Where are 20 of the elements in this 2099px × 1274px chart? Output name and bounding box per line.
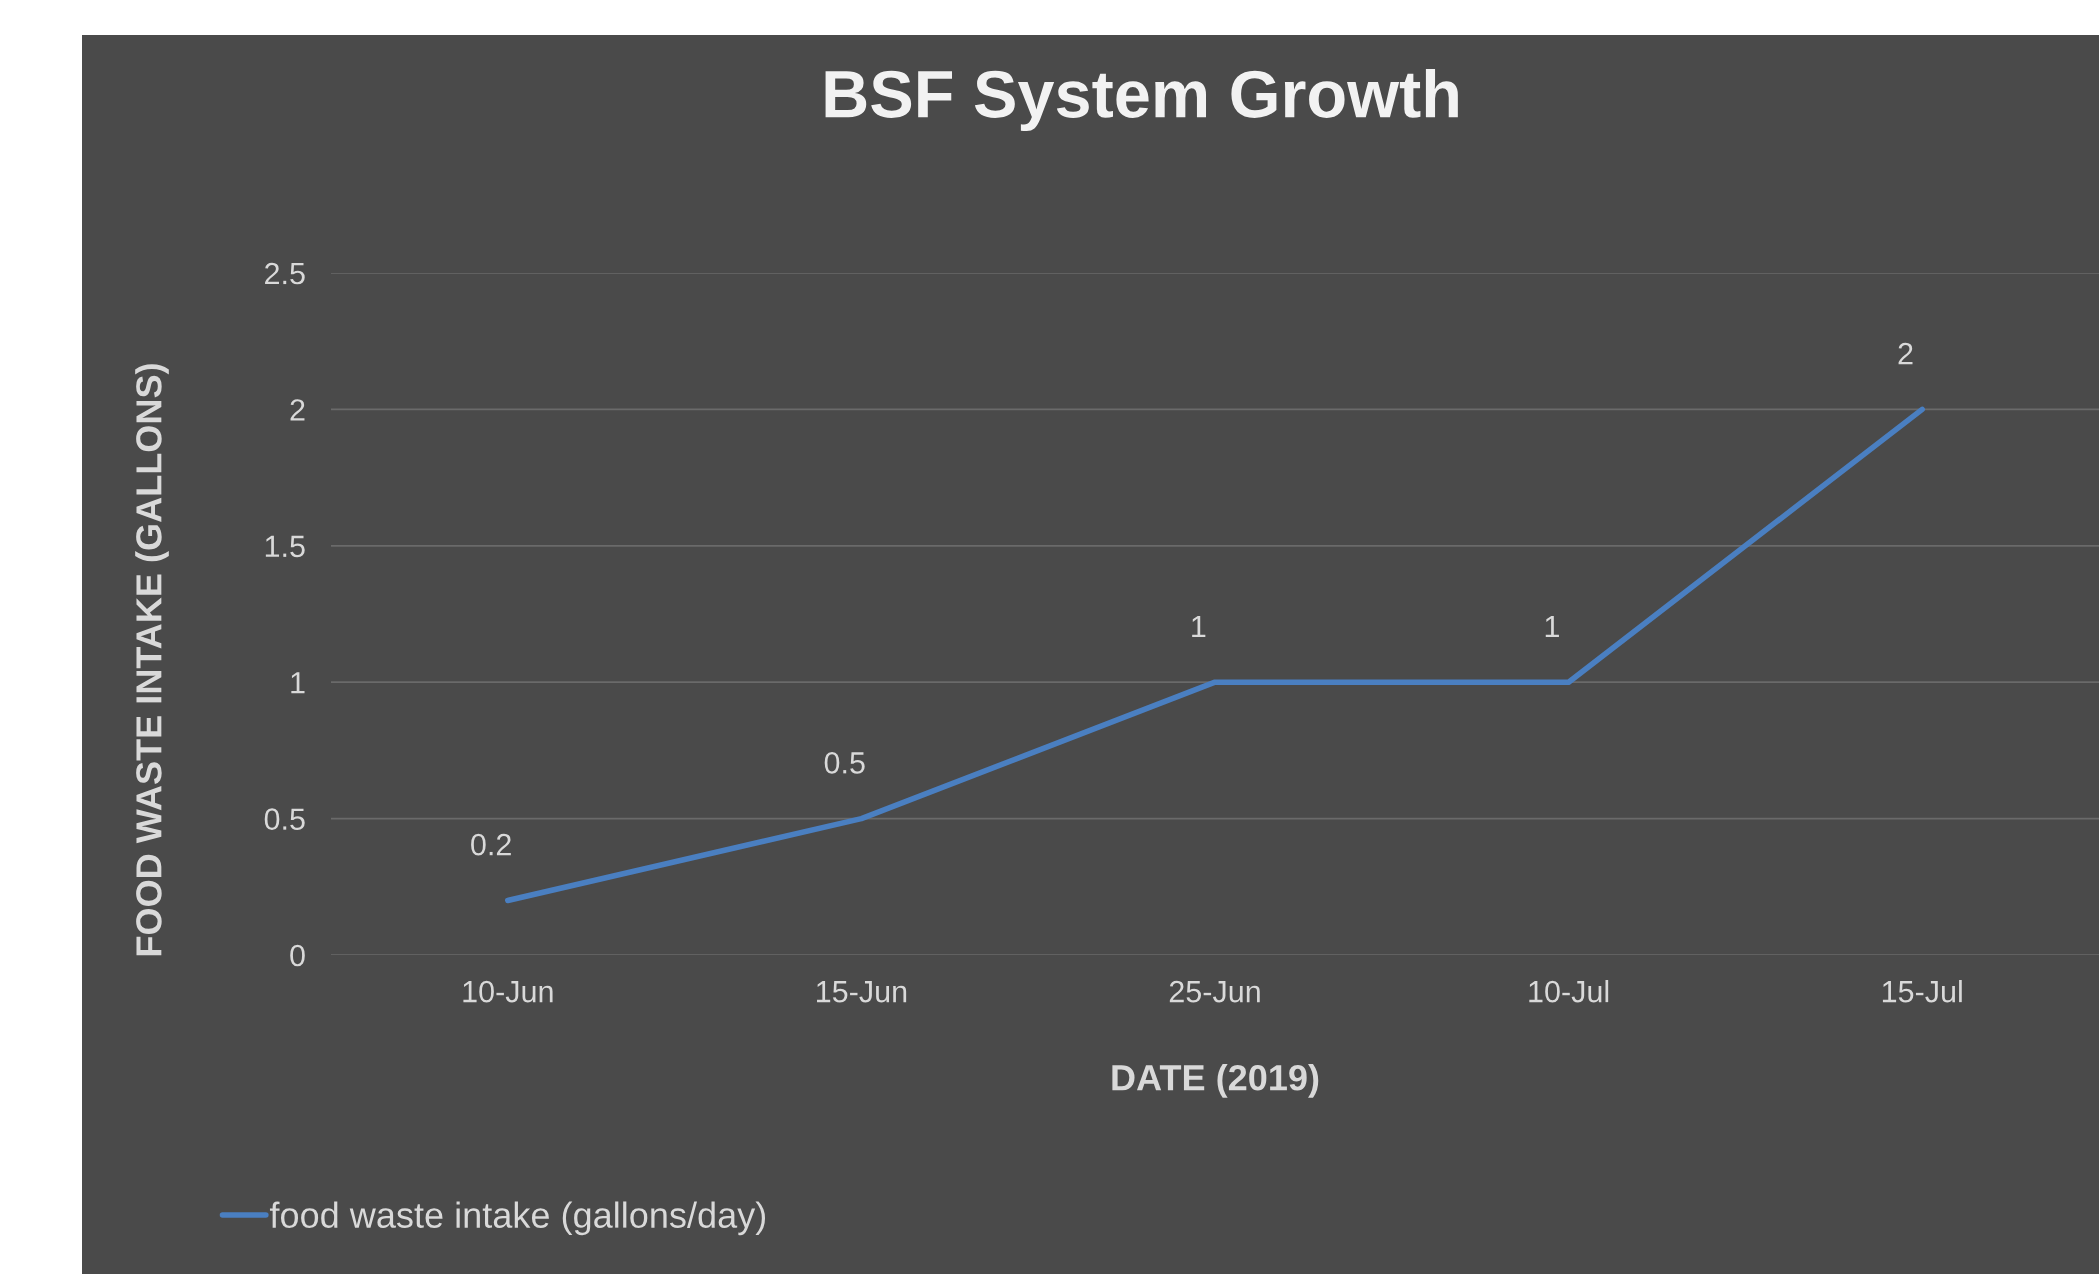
y-tick-label: 0 — [290, 944, 305, 967]
data-label: 0.5 — [824, 752, 865, 774]
chart-title: BSF System Growth — [825, 68, 1458, 132]
legend-label: food waste intake (gallons/day) — [269, 1201, 766, 1236]
y-axis-title: FOOD WASTE INTAKE (GALLONS) — [135, 364, 169, 956]
x-tick-label: 15-Jun — [817, 981, 907, 1003]
data-label: 2 — [1898, 342, 1913, 365]
data-label: 1 — [1192, 615, 1206, 637]
x-tick-label: 25-Jun — [1169, 980, 1260, 1003]
y-tick-label: 2 — [290, 399, 305, 421]
y-tick-label: 0.5 — [264, 808, 305, 830]
y-tick-label: 2.5 — [265, 262, 305, 285]
y-tick-label: 1.5 — [265, 535, 305, 558]
data-label: 0.2 — [471, 833, 511, 856]
x-tick-label: 15-Jul — [1882, 980, 1962, 1003]
data-label: 1 — [1545, 615, 1559, 637]
x-tick-label: 10-Jun — [463, 980, 553, 1003]
y-tick-label: 1 — [291, 672, 305, 694]
x-tick-label: 10-Jul — [1529, 980, 1609, 1003]
x-axis-title: DATE (2019) — [1112, 1064, 1319, 1098]
